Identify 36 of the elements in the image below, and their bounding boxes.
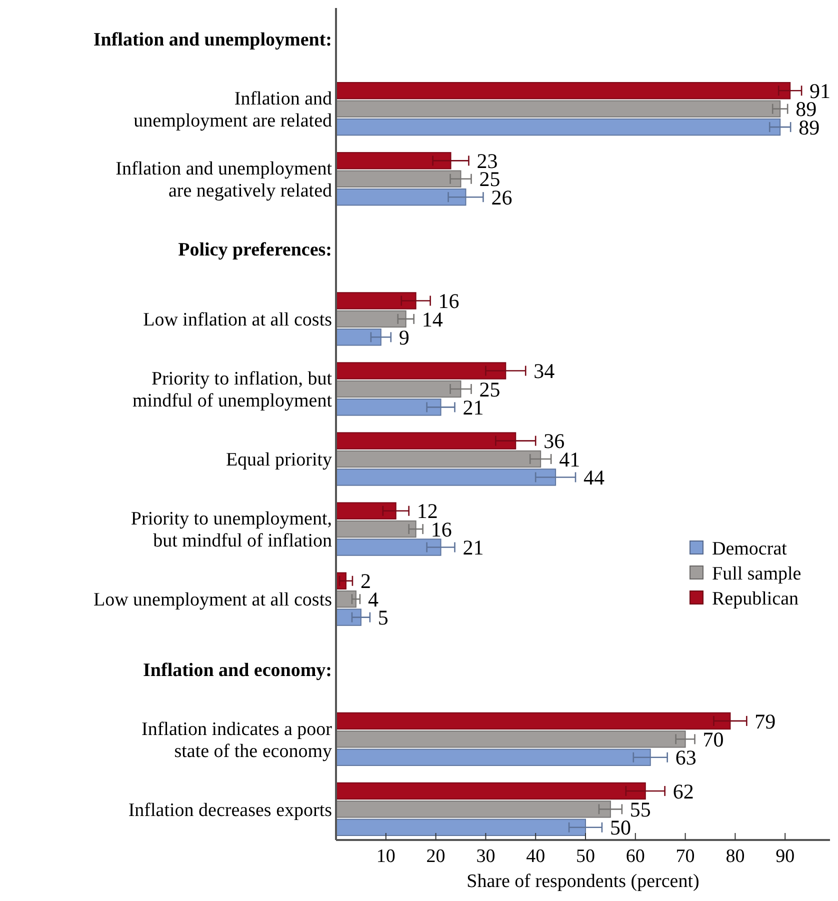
y-tick-label: Inflation and unemployment are related xyxy=(134,88,332,132)
y-tick-label: Priority to unemployment, but mindful of inflation xyxy=(130,508,332,552)
x-tick-label: 50 xyxy=(576,846,595,867)
y-tick-label: Equal priority xyxy=(226,450,332,471)
x-tick-label: 40 xyxy=(526,846,546,867)
text: Policy preferences: xyxy=(178,240,332,261)
data-label: 63 xyxy=(675,746,696,770)
data-label: 70 xyxy=(702,728,724,752)
x-tick-label: 20 xyxy=(426,846,446,867)
y-tick-label: Priority to inflation, but mindful of unemployment xyxy=(132,368,333,412)
x-axis-title: Share of respondents (percent) xyxy=(466,871,700,892)
legend-label: Full sample xyxy=(712,564,802,585)
data-label: 9 xyxy=(398,326,410,350)
y-tick-label: Inflation decreases exports xyxy=(128,800,332,821)
data-label: 44 xyxy=(584,466,606,490)
y-tick-label: Inflation indicates a poor state of the economy xyxy=(142,718,333,762)
legend-label: Republican xyxy=(712,588,800,610)
data-label: 5 xyxy=(378,606,388,630)
data-label: 50 xyxy=(610,816,631,840)
x-tick-label: 30 xyxy=(476,846,496,867)
x-tick-label: 80 xyxy=(726,846,745,867)
data-label: 21 xyxy=(462,536,484,560)
y-tick-label: Inflation and unemployment are negatively related xyxy=(116,158,333,202)
y-tick-label: Low unemployment at all costs xyxy=(93,590,332,611)
text: Inflation and economy: xyxy=(143,660,332,681)
y-tick-label: Low inflation at all costs xyxy=(143,310,332,331)
data-label: 79 xyxy=(754,709,776,734)
text: Inflation and unemployment: xyxy=(93,29,332,50)
x-tick-label: 90 xyxy=(776,846,795,867)
data-label: 55 xyxy=(630,798,651,822)
x-tick-label: 70 xyxy=(676,846,695,867)
x-tick-label: 60 xyxy=(626,846,645,867)
data-label: 62 xyxy=(672,779,694,804)
data-label: 34 xyxy=(534,359,556,384)
legend-label: Democrat xyxy=(712,538,788,560)
x-tick-label: 10 xyxy=(376,846,396,867)
